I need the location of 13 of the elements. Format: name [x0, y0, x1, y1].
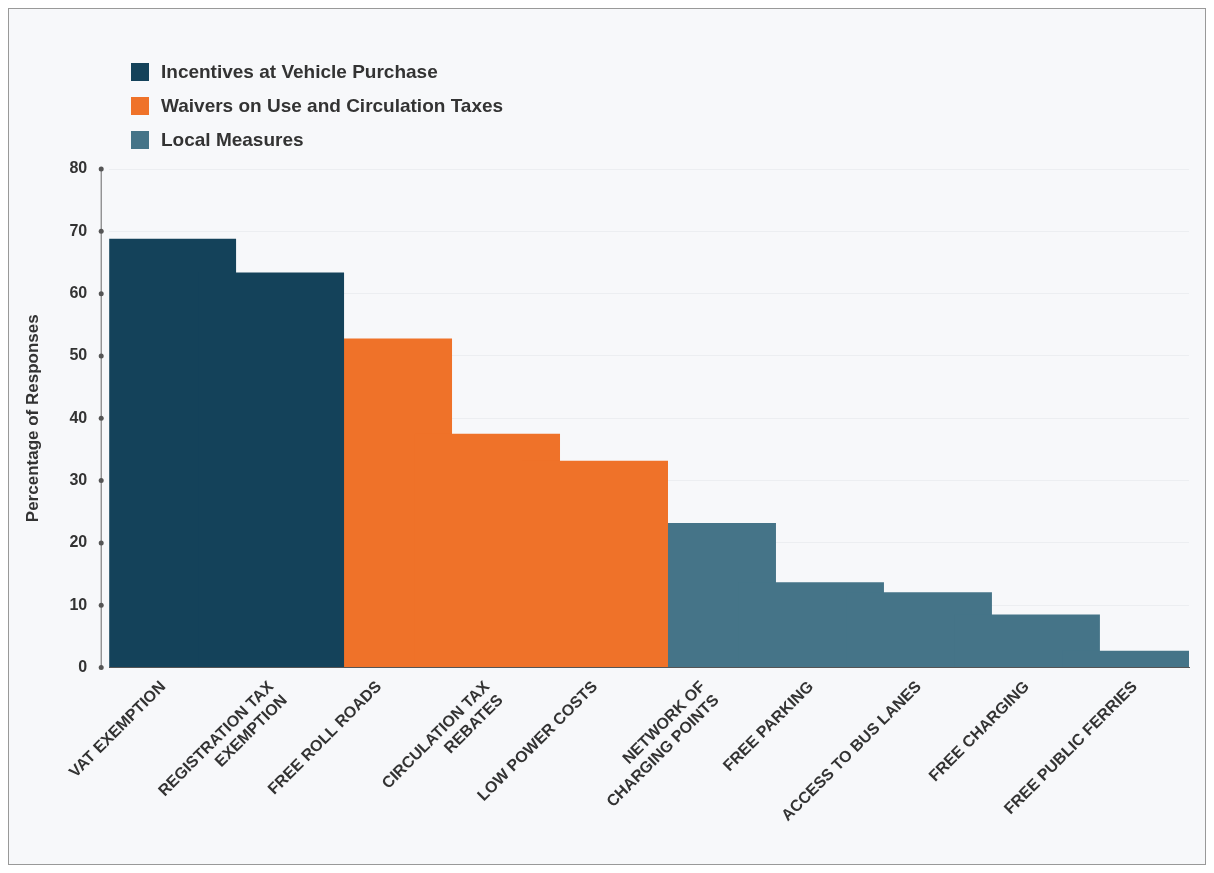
y-axis-title: Percentage of Responses [22, 314, 42, 523]
y-tick-label: 70 [69, 221, 88, 239]
y-tick-label: 30 [69, 470, 88, 488]
y-tick-label: 60 [69, 284, 88, 302]
y-tick-label: 10 [69, 595, 88, 613]
legend-label: Local Measures [161, 129, 304, 151]
y-tick-label: 80 [69, 159, 88, 177]
y-tick-label: 40 [69, 408, 88, 426]
legend-label: Incentives at Vehicle Purchase [161, 61, 438, 83]
y-tick-label: 50 [69, 346, 88, 364]
y-tick-label: 0 [78, 657, 88, 675]
y-tick-label: 20 [69, 533, 88, 551]
legend-label: Waivers on Use and Circulation Taxes [161, 95, 504, 117]
